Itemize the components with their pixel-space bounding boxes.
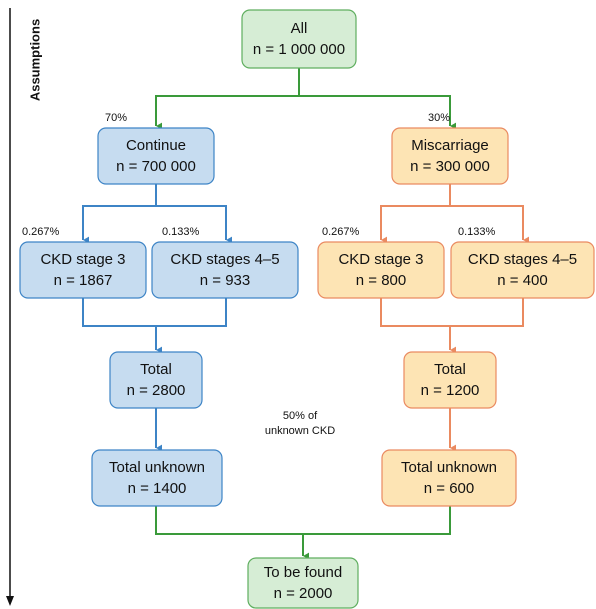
note: unknown CKD <box>265 425 335 437</box>
node-count: n = 933 <box>200 272 250 289</box>
node-box <box>97 127 215 185</box>
node-label: Total <box>140 361 172 378</box>
node-count: n = 2000 <box>274 585 333 602</box>
node-label: To be found <box>264 564 342 581</box>
node-count: n = 300 000 <box>410 158 490 175</box>
node-box <box>109 351 203 409</box>
node-label: Total unknown <box>109 459 205 476</box>
node-box <box>381 449 517 507</box>
node-count: n = 1 000 000 <box>253 41 345 58</box>
node-label: Total <box>434 361 466 378</box>
node-count: n = 600 <box>424 480 474 497</box>
node-count: n = 400 <box>497 272 547 289</box>
node-box <box>450 241 595 299</box>
node-box <box>151 241 299 299</box>
edge-label: 70% <box>105 112 127 124</box>
node-count: n = 1867 <box>54 272 113 289</box>
connectors <box>82 68 523 556</box>
node-count: n = 2800 <box>127 382 186 399</box>
note: 50% of <box>283 410 318 422</box>
node-count: n = 800 <box>356 272 406 289</box>
node-box <box>403 351 497 409</box>
axis-arrow-head <box>6 596 14 606</box>
node-label: Miscarriage <box>411 137 489 154</box>
node-label: CKD stage 3 <box>338 251 423 268</box>
node-box <box>19 241 147 299</box>
node-label: Total unknown <box>401 459 497 476</box>
node-box <box>91 449 223 507</box>
node-label: All <box>291 20 308 37</box>
node-label: Continue <box>126 137 186 154</box>
node-box <box>247 557 359 609</box>
node-count: n = 1400 <box>128 480 187 497</box>
node-box <box>241 9 357 69</box>
edge-label: 30% <box>428 112 450 124</box>
node-box <box>317 241 445 299</box>
node-count: n = 700 000 <box>116 158 196 175</box>
node-label: CKD stage 3 <box>40 251 125 268</box>
edge-label: 0.267% <box>322 226 360 238</box>
node-box <box>391 127 509 185</box>
edge-label: 0.133% <box>162 226 200 238</box>
axis-label: Assumptions <box>27 19 42 101</box>
node-count: n = 1200 <box>421 382 480 399</box>
edge-label: 0.133% <box>458 226 496 238</box>
edge-label: 0.267% <box>22 226 60 238</box>
node-label: CKD stages 4–5 <box>468 251 577 268</box>
node-label: CKD stages 4–5 <box>170 251 279 268</box>
